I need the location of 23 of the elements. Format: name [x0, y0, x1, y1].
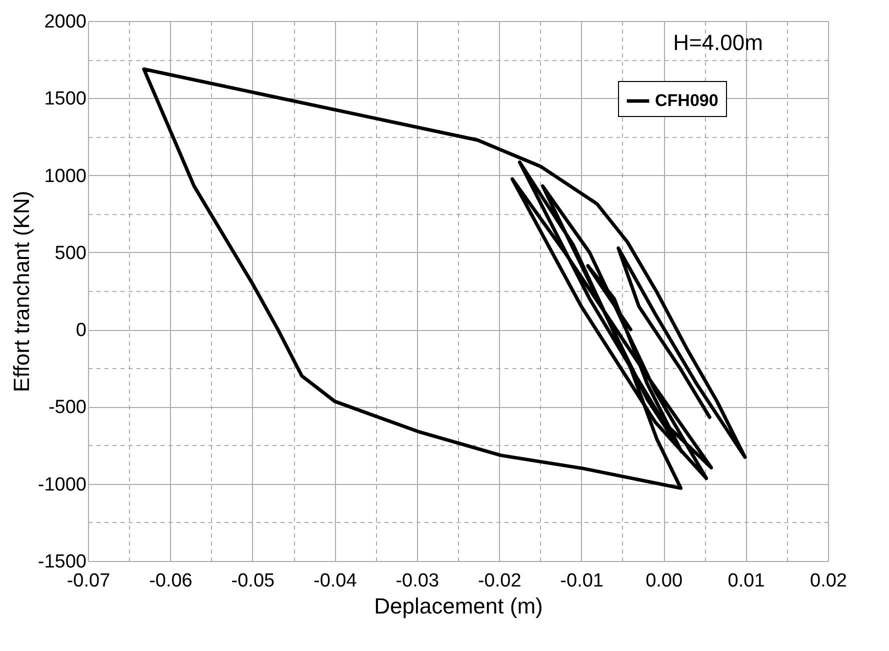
x-tick-label: -0.06 — [149, 570, 192, 592]
y-tick-label: -1500 — [38, 552, 86, 572]
annotation: H=4.00m — [673, 30, 763, 55]
y-tick-label: 0 — [76, 320, 86, 342]
y-tick-label: 1500 — [44, 88, 86, 110]
y-tick-label: 1000 — [44, 166, 86, 187]
x-tick-label: -0.07 — [66, 570, 110, 592]
legend-label: CFH090 — [655, 91, 718, 110]
x-tick-label: 0.01 — [728, 570, 765, 592]
x-axis-title: Deplacement (m) — [374, 594, 543, 618]
y-tick-label: -1000 — [38, 474, 86, 496]
x-tick-label: -0.03 — [396, 570, 440, 592]
line-series — [142, 67, 747, 490]
y-axis-title: Effort tranchant (KN) — [8, 190, 34, 392]
y-tick-label: 500 — [54, 242, 86, 264]
y-tick-label: -500 — [48, 397, 86, 418]
x-tick-label: 0.02 — [810, 570, 847, 592]
x-tick-label: -0.01 — [560, 570, 604, 592]
x-tick-label: -0.05 — [231, 570, 275, 592]
y-tick-label: 2000 — [44, 12, 86, 32]
x-tick-label: -0.02 — [478, 570, 522, 592]
x-tick-label: -0.04 — [314, 570, 358, 592]
x-tick-label: 0.00 — [646, 570, 683, 592]
